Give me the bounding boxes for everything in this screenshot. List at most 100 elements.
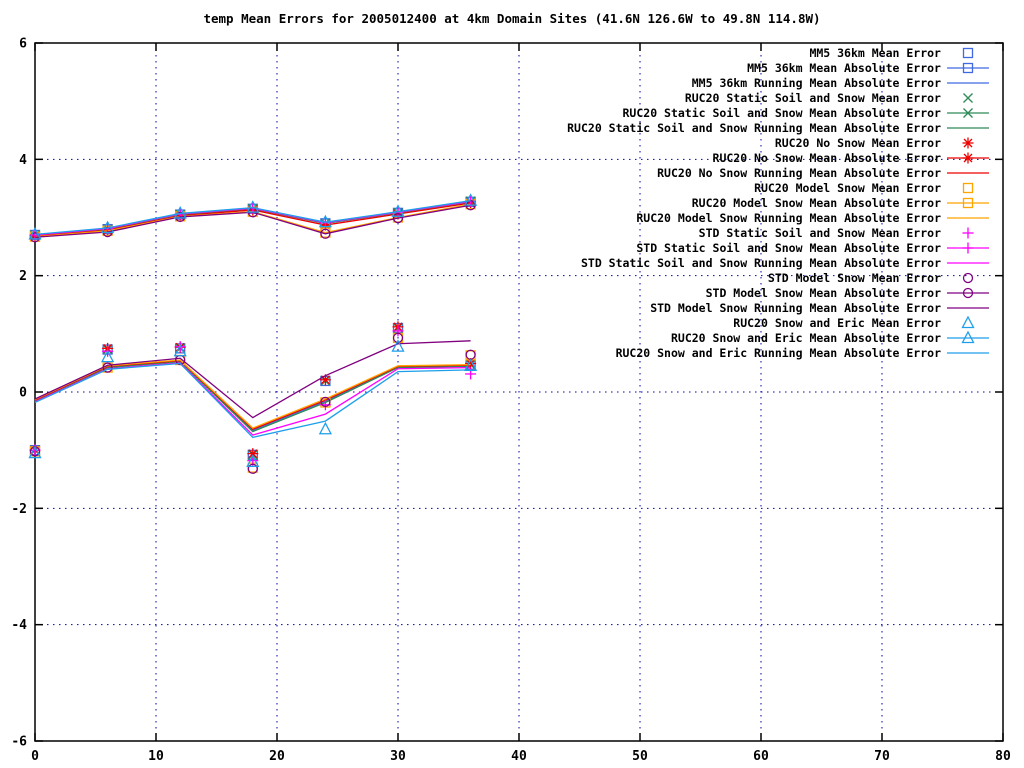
- asterisk-marker: [962, 152, 974, 164]
- legend-row-std-model-snow-mean-error: STD Model Snow Mean Error: [768, 271, 974, 285]
- x-tick-label: 40: [511, 749, 527, 764]
- axis-labels: 0 10 20 30 40 50 60 70 80 -6 -4 -2 0 2 4 6: [11, 37, 1011, 765]
- triangle-marker: [464, 193, 478, 206]
- legend-label: STD Model Snow Mean Error: [768, 271, 941, 285]
- legend-row-std-static-soil-and-snow-mean-error: STD Static Soil and Snow Mean Error: [699, 226, 974, 240]
- y-tick-label: 0: [19, 386, 27, 401]
- triangle-marker: [246, 454, 260, 467]
- y-tick-label: -4: [11, 618, 27, 633]
- circle-marker: [320, 228, 331, 239]
- legend-row-std-static-soil-and-snow-running-mean-absolute-error: STD Static Soil and Snow Running Mean Ab…: [581, 256, 989, 270]
- legend-row-mm5-36km-running-mean-absolute-error: MM5 36km Running Mean Absolute Error: [692, 76, 989, 90]
- triangle-marker: [961, 330, 975, 344]
- plus-marker: [962, 227, 974, 239]
- x-tick-label: 80: [995, 749, 1011, 764]
- triangle-marker: [173, 343, 187, 357]
- legend-row-ruc20-snow-and-eric-running-mean-absolute-error: RUC20 Snow and Eric Running Mean Absolut…: [616, 346, 989, 360]
- x-tick-label: 70: [874, 749, 890, 764]
- triangle-marker: [173, 206, 187, 219]
- legend-label: RUC20 Static Soil and Snow Running Mean …: [567, 121, 941, 135]
- triangle-marker: [28, 226, 42, 240]
- legend-row-ruc20-snow-and-eric-mean-absolute-error: RUC20 Snow and Eric Mean Absolute Error: [671, 330, 989, 345]
- series-line: [34, 199, 471, 236]
- legend-label: MM5 36km Running Mean Absolute Error: [692, 76, 941, 90]
- legend-row-ruc20-no-snow-mean-error: RUC20 No Snow Mean Error: [775, 136, 974, 150]
- legend-row-ruc20-model-snow-mean-absolute-error: RUC20 Model Snow Mean Absolute Error: [692, 196, 989, 210]
- circle-marker: [320, 396, 331, 408]
- series-ruc20-snow-and-eric-mean-error: [28, 339, 478, 467]
- plus-marker: [962, 242, 974, 254]
- legend-row-ruc20-model-snow-running-mean-absolute-error: RUC20 Model Snow Running Mean Absolute E…: [636, 211, 989, 225]
- triangle-marker: [391, 339, 405, 352]
- triangle-marker: [391, 204, 405, 217]
- legend-label: STD Static Soil and Snow Mean Error: [699, 226, 941, 240]
- legend-label: RUC20 Model Snow Mean Error: [754, 181, 941, 195]
- legend-label: MM5 36km Mean Error: [809, 46, 941, 60]
- triangle-marker: [101, 349, 115, 363]
- series-ruc20-no-snow-mean-error: [29, 321, 477, 460]
- circle-marker: [962, 272, 974, 284]
- series-std-model-snow-running-mean-absolute-error: [34, 340, 471, 419]
- triangle-marker: [318, 421, 332, 435]
- x-tick-label: 10: [148, 749, 164, 764]
- y-tick-label: -6: [11, 735, 27, 750]
- square-marker: [962, 182, 974, 194]
- series-ruc20-snow-and-eric-mean-absolute-error: [28, 193, 478, 240]
- legend-label: RUC20 Static Soil and Snow Mean Error: [685, 91, 941, 105]
- legend-label: RUC20 Model Snow Mean Absolute Error: [692, 196, 941, 210]
- legend-row-ruc20-static-soil-and-snow-running-mean-absolute-error: RUC20 Static Soil and Snow Running Mean …: [567, 121, 989, 135]
- legend-label: RUC20 Static Soil and Snow Mean Absolute…: [623, 106, 942, 120]
- legend-row-ruc20-no-snow-running-mean-absolute-error: RUC20 No Snow Running Mean Absolute Erro…: [657, 166, 989, 180]
- plus-marker: [392, 325, 404, 337]
- legend-row-mm5-36km-mean-error: MM5 36km Mean Error: [809, 46, 974, 60]
- legend-label: RUC20 No Snow Running Mean Absolute Erro…: [657, 166, 941, 180]
- x-tick-label: 60: [753, 749, 769, 764]
- series-line: [34, 362, 471, 439]
- triangle-marker: [101, 220, 115, 234]
- plot-border: [34, 42, 1004, 742]
- legend-label: STD Static Soil and Snow Mean Absolute E…: [636, 241, 941, 255]
- x-tick-label: 20: [269, 749, 285, 764]
- circle-marker: [465, 349, 476, 360]
- asterisk-marker: [962, 137, 974, 149]
- square-marker: [962, 62, 974, 74]
- legend-label: RUC20 Snow and Eric Running Mean Absolut…: [616, 346, 941, 360]
- x-tick-label: 30: [390, 749, 406, 764]
- legend-label: STD Model Snow Running Mean Absolute Err…: [650, 301, 941, 315]
- x-tick-label: 0: [31, 749, 39, 764]
- series-ruc20-snow-and-eric-running-mean-absolute-error: [34, 362, 471, 439]
- asterisk-marker: [247, 448, 259, 460]
- y-tick-label: 6: [19, 37, 27, 52]
- legend-row-ruc20-no-snow-mean-absolute-error: RUC20 No Snow Mean Absolute Error: [713, 151, 989, 165]
- y-tick-label: 2: [19, 269, 27, 284]
- triangle-marker: [246, 200, 260, 213]
- gridlines: [35, 43, 1003, 741]
- triangle-marker: [28, 445, 42, 459]
- legend-label: RUC20 Snow and Eric Mean Absolute Error: [671, 331, 941, 345]
- x-marker: [963, 108, 973, 118]
- square-marker: [962, 47, 974, 59]
- series-line: [34, 362, 471, 436]
- chart-title: temp Mean Errors for 2005012400 at 4km D…: [203, 11, 821, 26]
- series-std-static-soil-and-snow-mean-error: [29, 325, 477, 467]
- circle-marker: [392, 212, 404, 224]
- x-marker: [963, 93, 973, 103]
- series-ruc20-static-soil-and-snow-running-mean-absolute-error: [34, 361, 471, 433]
- legend-row-std-model-snow-running-mean-absolute-error: STD Model Snow Running Mean Absolute Err…: [650, 301, 989, 315]
- legend-row-mm5-36km-mean-absolute-error: MM5 36km Mean Absolute Error: [747, 61, 989, 75]
- legend-label: RUC20 Model Snow Running Mean Absolute E…: [636, 211, 941, 225]
- triangle-marker: [961, 315, 975, 329]
- series-std-model-snow-mean-error: [29, 332, 476, 474]
- legend-label: RUC20 No Snow Mean Error: [775, 136, 941, 150]
- legend-label: RUC20 Snow and Eric Mean Error: [733, 316, 941, 330]
- legend-row-ruc20-model-snow-mean-error: RUC20 Model Snow Mean Error: [754, 181, 974, 195]
- x-tick-label: 50: [632, 749, 648, 764]
- y-tick-label: 4: [19, 153, 27, 168]
- circle-marker: [962, 287, 974, 299]
- legend-label: MM5 36km Mean Absolute Error: [747, 61, 941, 75]
- legend-row-std-static-soil-and-snow-mean-absolute-error: STD Static Soil and Snow Mean Absolute E…: [636, 241, 989, 255]
- legend-label: STD Static Soil and Snow Running Mean Ab…: [581, 256, 941, 270]
